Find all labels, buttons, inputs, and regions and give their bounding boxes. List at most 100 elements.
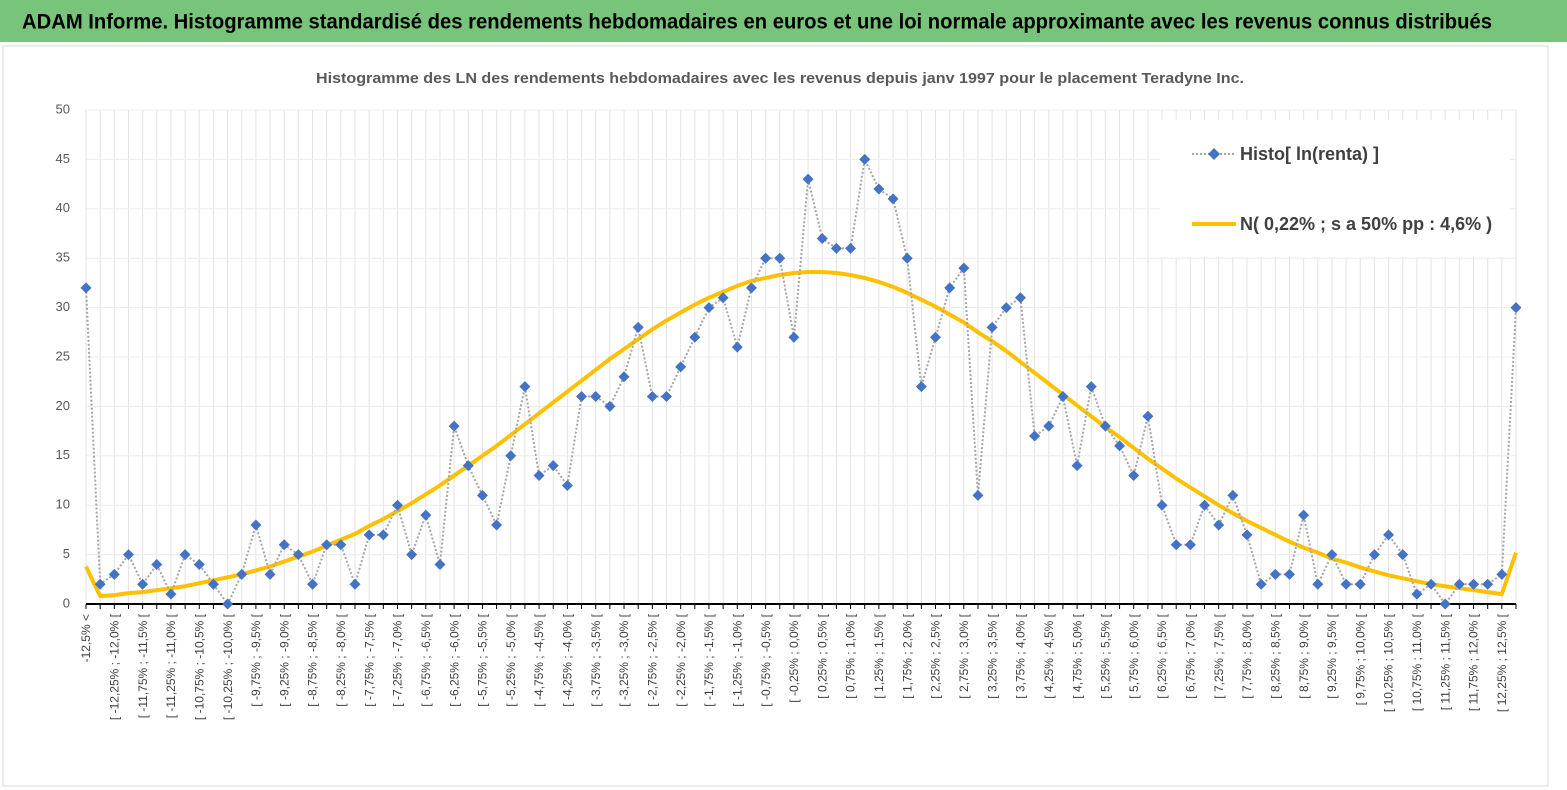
data-point — [1071, 460, 1083, 472]
data-point — [1043, 420, 1055, 432]
y-tick-label: 0 — [63, 595, 70, 610]
x-tick-label: [ -5,75% ; -5,5% [ — [476, 613, 490, 706]
data-point — [1057, 391, 1069, 403]
data-point — [1510, 302, 1522, 314]
data-point — [944, 282, 956, 294]
data-point — [646, 391, 658, 403]
data-point — [363, 529, 375, 541]
data-point — [448, 420, 460, 432]
x-tick-label: [ 6,75% ; 7,0% [ — [1184, 613, 1198, 698]
x-tick-label: [ 10,25% ; 10,5% [ — [1382, 613, 1396, 712]
x-tick-label: [ -7,75% ; -7,5% [ — [362, 613, 376, 706]
y-tick-label: 30 — [56, 299, 70, 314]
data-point — [845, 242, 857, 254]
data-point — [476, 489, 488, 501]
histogram-line — [85, 156, 1517, 606]
data-point — [1383, 529, 1395, 541]
data-point — [1425, 578, 1437, 590]
data-point — [1085, 381, 1097, 393]
data-point — [391, 499, 403, 511]
y-tick-label: 20 — [56, 398, 70, 413]
data-point — [1368, 549, 1380, 561]
data-point — [1128, 470, 1140, 482]
data-point — [278, 539, 290, 551]
x-tick-label: [ -9,75% ; -9,5% [ — [249, 613, 263, 706]
x-tick-label: [ -6,25% ; -6,0% [ — [447, 613, 461, 706]
data-point — [292, 549, 304, 561]
x-tick-label: [ 7,25% ; 7,5% [ — [1212, 613, 1226, 698]
data-point — [1241, 529, 1253, 541]
data-point — [873, 183, 885, 195]
data-point — [1184, 539, 1196, 551]
x-tick-label: [ 9,75% ; 10,0% [ — [1353, 613, 1367, 705]
y-tick-label: 35 — [56, 250, 70, 265]
data-point — [165, 588, 177, 600]
data-point — [108, 568, 120, 580]
x-tick-label: [ 12,25% ; 12,5% [ — [1495, 613, 1509, 712]
data-point — [1411, 588, 1423, 600]
data-point — [1014, 292, 1026, 304]
data-point — [604, 400, 616, 412]
data-point — [689, 331, 701, 343]
data-point — [618, 371, 630, 383]
data-point — [1114, 440, 1126, 452]
data-point — [802, 173, 814, 185]
data-point — [321, 539, 333, 551]
x-tick-label: [ 11,25% ; 11,5% [ — [1438, 613, 1452, 710]
x-tick-label: [ -12,25% ; -12,0% [ — [107, 613, 121, 720]
x-tick-label: [ -2,75% ; -2,5% [ — [646, 613, 660, 706]
x-tick-label: [ -8,25% ; -8,0% [ — [334, 613, 348, 706]
y-tick-label: 25 — [56, 348, 70, 363]
x-tick-label: [ -10,25% ; -10,0% [ — [221, 613, 235, 720]
data-point — [887, 193, 899, 205]
data-point — [1255, 578, 1267, 590]
x-tick-label: [ 6,25% ; 6,5% [ — [1155, 613, 1169, 698]
data-point — [703, 302, 715, 314]
y-tick-label: 50 — [56, 101, 70, 116]
data-point — [632, 321, 644, 333]
data-point — [930, 331, 942, 343]
data-point — [547, 460, 559, 472]
data-point — [80, 282, 92, 294]
data-point — [222, 598, 234, 610]
data-point — [1156, 499, 1168, 511]
x-tick-label: [ -8,75% ; -8,5% [ — [306, 613, 320, 706]
x-tick-label: -12,5% < — [79, 614, 93, 662]
data-point — [958, 262, 970, 274]
data-point — [1283, 568, 1295, 580]
x-tick-label: [ 0,75% ; 1,0% [ — [844, 613, 858, 698]
x-tick-label: [ -1,25% ; -1,0% [ — [730, 613, 744, 706]
data-point — [1397, 549, 1409, 561]
data-point — [1142, 410, 1154, 422]
data-point — [1298, 509, 1310, 521]
x-tick-label: [ -2,25% ; -2,0% [ — [674, 613, 688, 706]
x-tick-label: [ 1,75% ; 2,0% [ — [900, 613, 914, 698]
data-point — [264, 568, 276, 580]
data-point — [406, 549, 418, 561]
data-point — [1326, 549, 1338, 561]
data-point — [1213, 519, 1225, 531]
data-point — [335, 539, 347, 551]
y-tick-label: 10 — [56, 497, 70, 512]
x-tick-label: [ -11,75% ; -11,5% [ — [136, 613, 150, 718]
x-tick-label: [ -5,25% ; -5,0% [ — [504, 613, 518, 706]
data-point — [236, 568, 248, 580]
data-point — [859, 153, 871, 165]
y-tick-label: 45 — [56, 151, 70, 166]
data-point — [94, 578, 106, 590]
x-tick-label: [ -1,75% ; -1,5% [ — [702, 613, 716, 706]
data-point — [660, 391, 672, 403]
data-point — [1340, 578, 1352, 590]
data-point — [1170, 539, 1182, 551]
y-tick-label: 5 — [63, 546, 70, 561]
data-point — [590, 391, 602, 403]
x-tick-label: [ -9,25% ; -9,0% [ — [277, 613, 291, 706]
data-point — [1439, 598, 1451, 610]
x-tick-label: [ 8,75% ; 9,0% [ — [1297, 613, 1311, 698]
data-point — [1468, 578, 1480, 590]
x-tick-label: [ -0,75% ; -0,5% [ — [759, 613, 773, 706]
data-point — [1029, 430, 1041, 442]
x-tick-label: [ 1,25% ; 1,5% [ — [872, 613, 886, 698]
legend-box — [1160, 120, 1510, 257]
